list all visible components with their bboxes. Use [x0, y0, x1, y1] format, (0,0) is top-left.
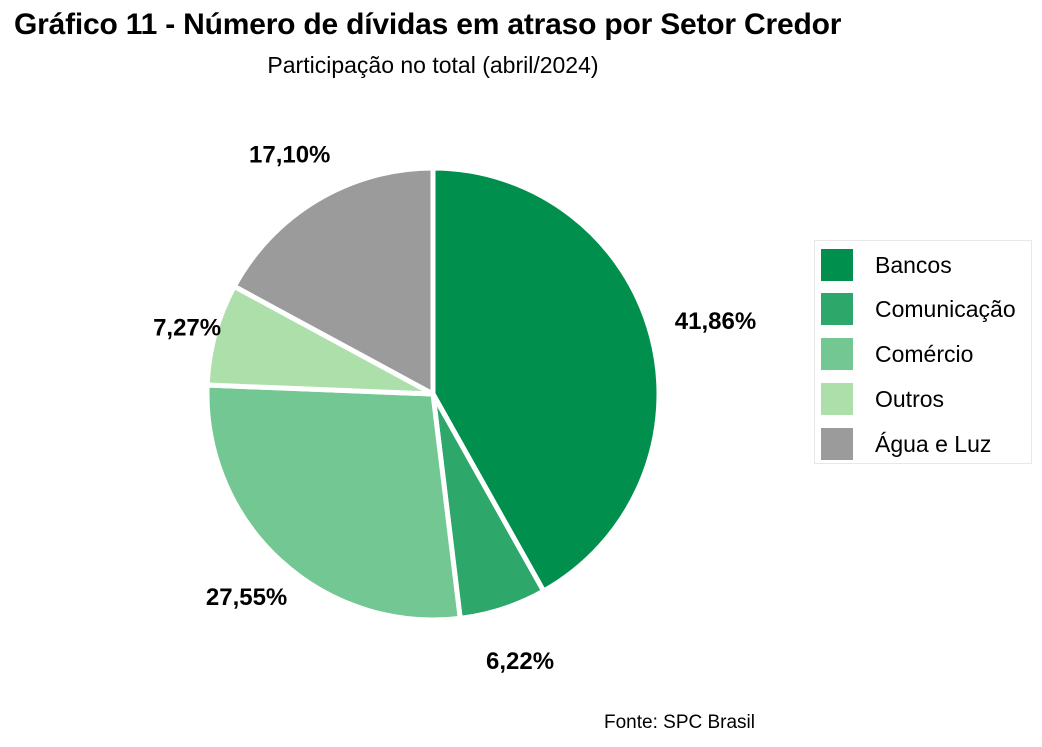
pie-slice-bancos: [430, 165, 662, 594]
legend-item-agua-e-luz: Água e Luz: [821, 426, 991, 462]
legend-item-comercio: Comércio: [821, 336, 973, 372]
legend-swatch-outros: [821, 383, 853, 415]
pie-slice-comercio: [204, 382, 463, 623]
pie-slice-agua-e-luz: [231, 165, 436, 397]
chart-legend: Bancos Comunicação Comércio Outros Água …: [814, 240, 1032, 464]
legend-item-outros: Outros: [821, 381, 944, 417]
legend-item-comunicacao: Comunicação: [821, 291, 1016, 327]
legend-label-outros: Outros: [875, 385, 945, 412]
data-label-outros: 7,27%: [153, 314, 221, 341]
legend-item-bancos: Bancos: [821, 247, 952, 283]
data-label-bancos: 41,86%: [675, 308, 756, 335]
source-note: Fonte: SPC Brasil: [604, 712, 755, 733]
chart-subtitle: Participação no total (abril/2024): [267, 52, 599, 78]
legend-label-agua-e-luz: Água e Luz: [875, 430, 992, 457]
legend-swatch-comercio: [821, 338, 853, 370]
legend-label-bancos: Bancos: [875, 251, 952, 278]
legend-swatch-bancos: [821, 249, 853, 281]
data-label-agua-e-luz: 17,10%: [249, 141, 330, 168]
legend-label-comunicacao: Comunicação: [875, 295, 1016, 322]
data-label-comunicacao: 6,22%: [486, 648, 554, 675]
data-label-comercio: 27,55%: [206, 584, 287, 611]
legend-label-comercio: Comércio: [875, 340, 974, 367]
legend-swatch-agua-e-luz: [821, 428, 853, 460]
chart-title: Gráfico 11 - Número de dívidas em atraso…: [14, 8, 842, 41]
legend-swatch-comunicacao: [821, 293, 853, 325]
